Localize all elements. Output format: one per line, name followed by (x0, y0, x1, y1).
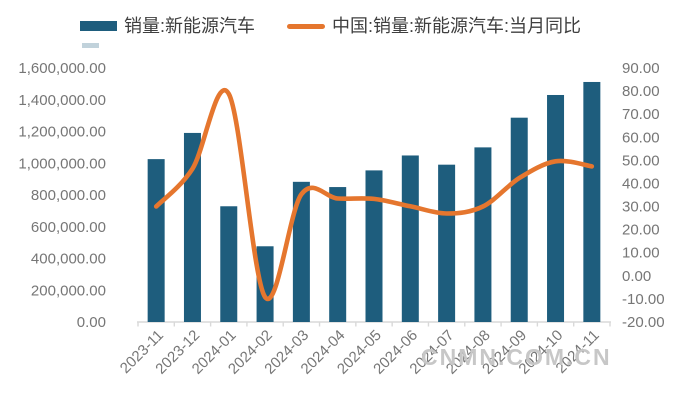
left-axis-label: 1,600,000.00 (18, 60, 106, 77)
legend-label-line-series: 中国:销量:新能源汽车:当月同比 (332, 16, 582, 36)
bar-2024-05 (365, 170, 383, 322)
left-axis-label: 0.00 (77, 314, 106, 331)
left-axis-label: 200,000.00 (31, 282, 106, 299)
bar-2024-06 (401, 155, 419, 322)
right-axis-label: 90.00 (622, 60, 660, 77)
right-axis-label: 70.00 (622, 106, 660, 123)
right-axis-label: 10.00 (622, 245, 660, 262)
bar-2024-08 (474, 147, 492, 322)
right-axis-label: 20.00 (622, 222, 660, 239)
legend-ghost-artifact (82, 43, 99, 48)
line-series-swatch-icon (287, 23, 326, 29)
right-axis-label: 50.00 (622, 152, 660, 169)
legend-item-line-series: 中国:销量:新能源汽车:当月同比 (287, 15, 581, 37)
yoy-line (153, 88, 595, 302)
left-axis-label: 400,000.00 (31, 251, 106, 268)
right-axis-label: -20.00 (622, 314, 665, 331)
legend-label-bar-series: 销量:新能源汽车 (124, 16, 256, 36)
left-axis-label: 800,000.00 (31, 187, 106, 204)
left-axis-label: 600,000.00 (31, 219, 106, 236)
right-axis-label: 80.00 (622, 83, 660, 100)
bar-2024-09 (510, 117, 528, 322)
watermark: CNMN.COM.CN (421, 344, 612, 370)
right-axis-label: 0.00 (622, 268, 651, 285)
right-axis-label: 60.00 (622, 129, 660, 146)
bar-2024-10 (547, 94, 565, 322)
bar-2024-11 (583, 81, 601, 322)
bar-2024-01 (220, 206, 238, 322)
bar-2024-04 (329, 187, 347, 322)
chart-legend: 销量:新能源汽车 中国:销量:新能源汽车:当月同比 (80, 15, 581, 37)
bar-2024-02 (256, 246, 274, 322)
right-axis-label: 30.00 (622, 199, 660, 216)
bar-2024-07 (438, 164, 456, 322)
bar-series-swatch-icon (80, 21, 117, 31)
bar-2024-03 (292, 181, 310, 322)
left-axis-label: 1,400,000.00 (18, 92, 106, 109)
right-axis-label: 40.00 (622, 175, 660, 192)
bar-2023-12 (183, 132, 201, 322)
bar-2023-11 (147, 159, 165, 322)
left-axis-label: 1,200,000.00 (18, 124, 106, 141)
legend-item-bar-series: 销量:新能源汽车 (80, 15, 255, 37)
left-axis-label: 1,000,000.00 (18, 155, 106, 172)
right-axis-label: -10.00 (622, 291, 665, 308)
